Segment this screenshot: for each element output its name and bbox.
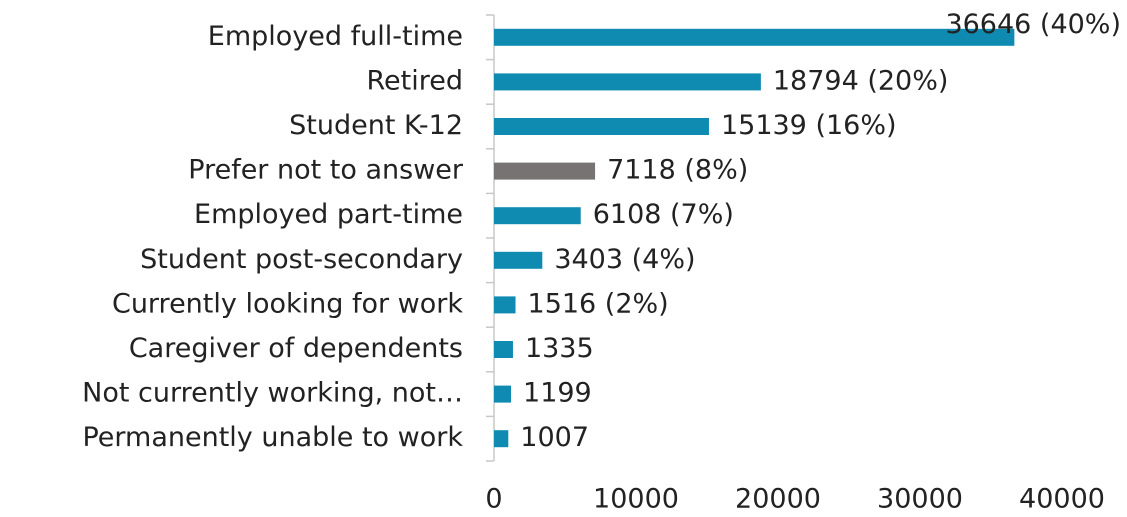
y-tick-label: Employed part-time xyxy=(194,199,463,230)
bar xyxy=(494,28,1015,46)
x-tick-label: 20000 xyxy=(735,484,821,515)
x-tick-label: 0 xyxy=(485,484,502,515)
value-label: 1516 (2%) xyxy=(528,288,669,319)
bar xyxy=(494,251,543,269)
value-label: 1199 xyxy=(523,378,592,409)
y-tick-label: Student post-secondary xyxy=(140,244,463,275)
y-tick-label: Permanently unable to work xyxy=(82,422,463,453)
y-tick-label: Currently looking for work xyxy=(112,288,463,319)
y-tick-label: Caregiver of dependents xyxy=(129,333,463,364)
bar xyxy=(494,296,516,314)
y-tick-label: Not currently working, not… xyxy=(82,378,463,409)
bar xyxy=(494,73,761,91)
value-label: 18794 (20%) xyxy=(773,65,949,96)
bar xyxy=(494,385,512,403)
y-tick-label: Prefer not to answer xyxy=(188,155,464,186)
value-label: 36646 (40%) xyxy=(945,9,1121,40)
y-tick-label: Retired xyxy=(366,65,463,96)
value-label: 15139 (16%) xyxy=(721,110,897,141)
bar xyxy=(494,430,509,448)
y-tick-label: Employed full-time xyxy=(208,21,463,52)
x-tick-label: 40000 xyxy=(1019,484,1105,515)
x-tick-label: 10000 xyxy=(593,484,679,515)
value-label: 7118 (8%) xyxy=(607,155,748,186)
x-tick-label: 30000 xyxy=(877,484,963,515)
value-label: 1335 xyxy=(525,333,594,364)
bar xyxy=(494,207,581,225)
bar xyxy=(494,162,596,180)
bar xyxy=(494,341,513,358)
value-label: 1007 xyxy=(520,422,589,453)
value-label: 3403 (4%) xyxy=(554,244,695,275)
y-tick-label: Student K-12 xyxy=(289,110,463,141)
value-label: 6108 (7%) xyxy=(593,199,734,230)
bar xyxy=(494,118,709,135)
